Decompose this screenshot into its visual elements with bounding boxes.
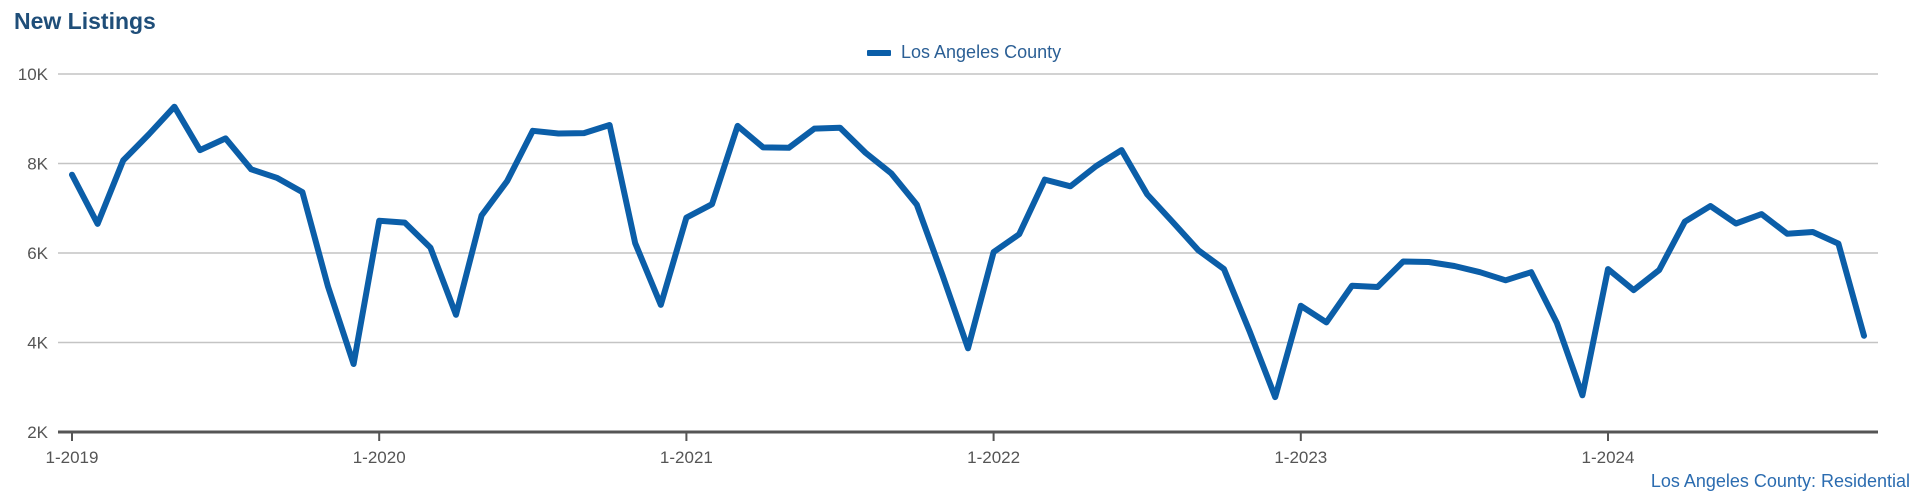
y-tick-label: 8K [27, 155, 48, 174]
x-tick-label: 1-2022 [967, 448, 1020, 467]
chart-title: New Listings [14, 8, 156, 34]
x-tick-label: 1-2023 [1274, 448, 1327, 467]
y-tick-label: 10K [18, 65, 49, 84]
chart-legend[interactable]: Los Angeles County [867, 42, 1061, 63]
y-tick-label: 6K [27, 244, 48, 263]
y-tick-label: 4K [27, 334, 48, 353]
x-tick-label: 1-2021 [660, 448, 713, 467]
series-line [69, 103, 1867, 401]
source-label: Los Angeles County: Residential [1650, 471, 1910, 491]
x-tick-label: 1-2019 [46, 448, 99, 467]
y-tick-label: 2K [27, 423, 48, 442]
x-tick-label: 1-2020 [353, 448, 406, 467]
x-tick-label: 1-2024 [1582, 448, 1635, 467]
legend-label: Los Angeles County [901, 42, 1062, 62]
legend-swatch [867, 49, 891, 56]
